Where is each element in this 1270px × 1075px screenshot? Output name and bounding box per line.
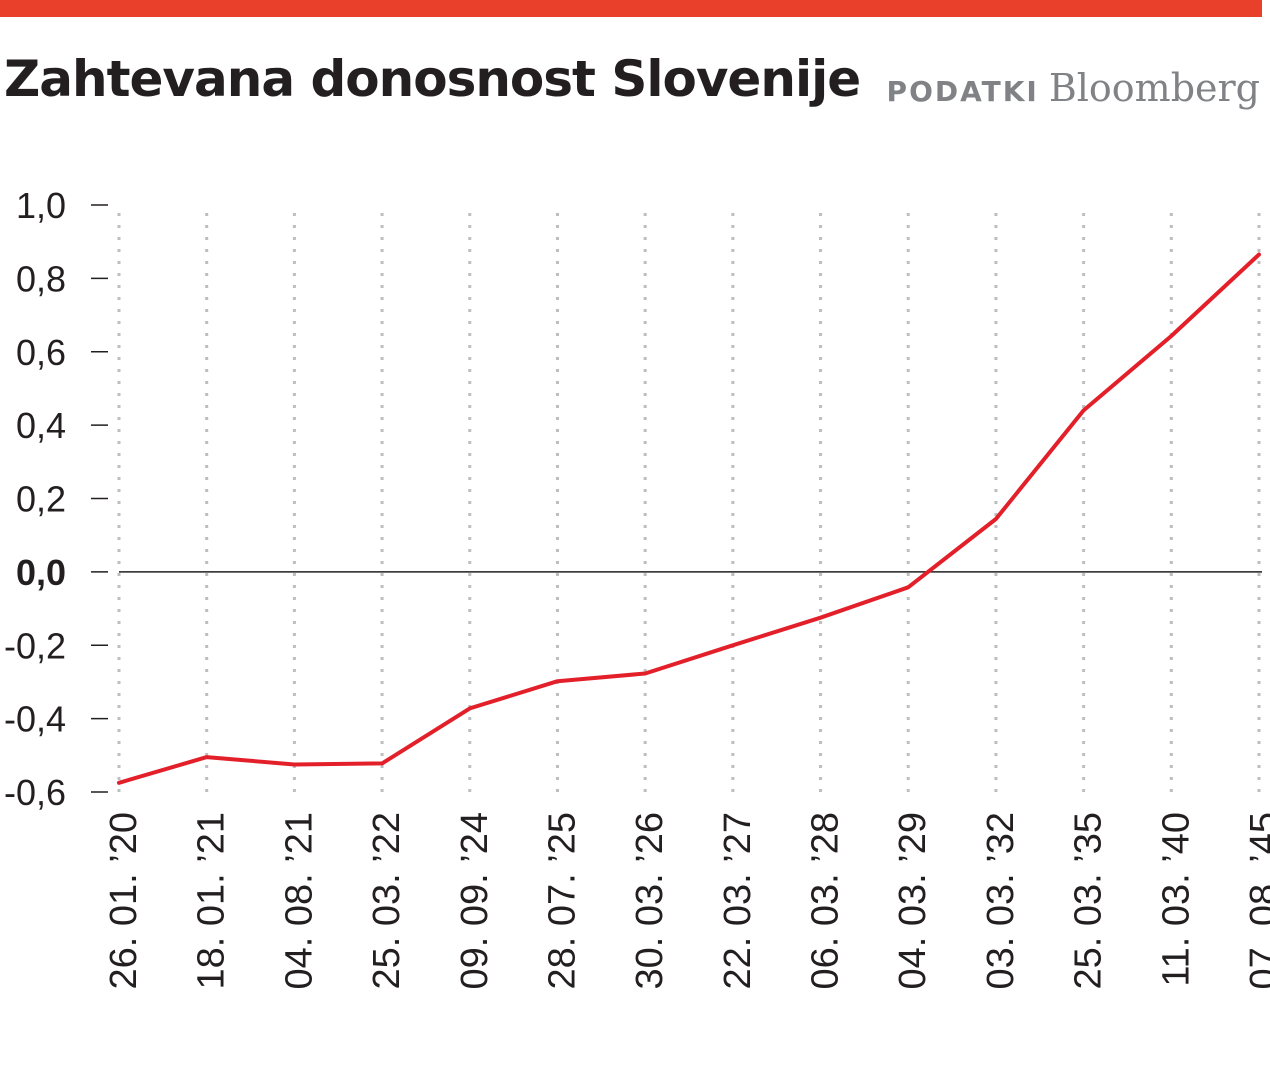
y-tick-label: 0,2: [16, 479, 66, 520]
x-tick-label: 09. 09. ’24: [454, 812, 496, 989]
x-tick-label: 18. 01. ’21: [191, 812, 233, 989]
x-tick-label: 28. 07. ’25: [541, 812, 583, 989]
source-label: PODATKI: [886, 75, 1039, 108]
x-tick-label: 04. 03. ’29: [892, 812, 934, 989]
x-tick-label: 30. 03. ’26: [629, 812, 671, 989]
x-tick-label: 25. 03. ’35: [1068, 812, 1110, 989]
x-tick-label: 04. 08. ’21: [278, 812, 320, 989]
y-tick-label: -0,2: [4, 625, 66, 666]
x-tick-label: 03. 03. ’32: [980, 812, 1022, 989]
y-tick-label: 0,4: [16, 405, 66, 446]
chart-title: Zahtevana donosnost Slovenije: [4, 50, 861, 108]
y-tick-label: -0,6: [4, 772, 66, 813]
y-tick-label: 0,6: [16, 332, 66, 373]
top-accent-bar: [0, 0, 1262, 17]
x-tick-label: 06. 03. ’28: [805, 812, 847, 989]
x-tick-label: 07. 08. ’45: [1243, 812, 1270, 989]
source-brand: Bloomberg: [1048, 66, 1260, 110]
x-tick-label: 11. 03. ’40: [1155, 812, 1197, 987]
y-tick-label: 0,0: [16, 552, 66, 593]
y-tick-label: 0,8: [16, 258, 66, 299]
x-tick-label: 26. 01. ’20: [103, 812, 145, 989]
y-tick-label: -0,4: [4, 699, 66, 740]
source-credit: PODATKI Bloomberg: [887, 66, 1260, 110]
x-tick-label: 25. 03. ’22: [366, 812, 408, 989]
series-line: [117, 252, 1261, 785]
y-tick-label: 1,0: [16, 185, 66, 226]
x-tick-label: 22. 03. ’27: [717, 812, 759, 989]
